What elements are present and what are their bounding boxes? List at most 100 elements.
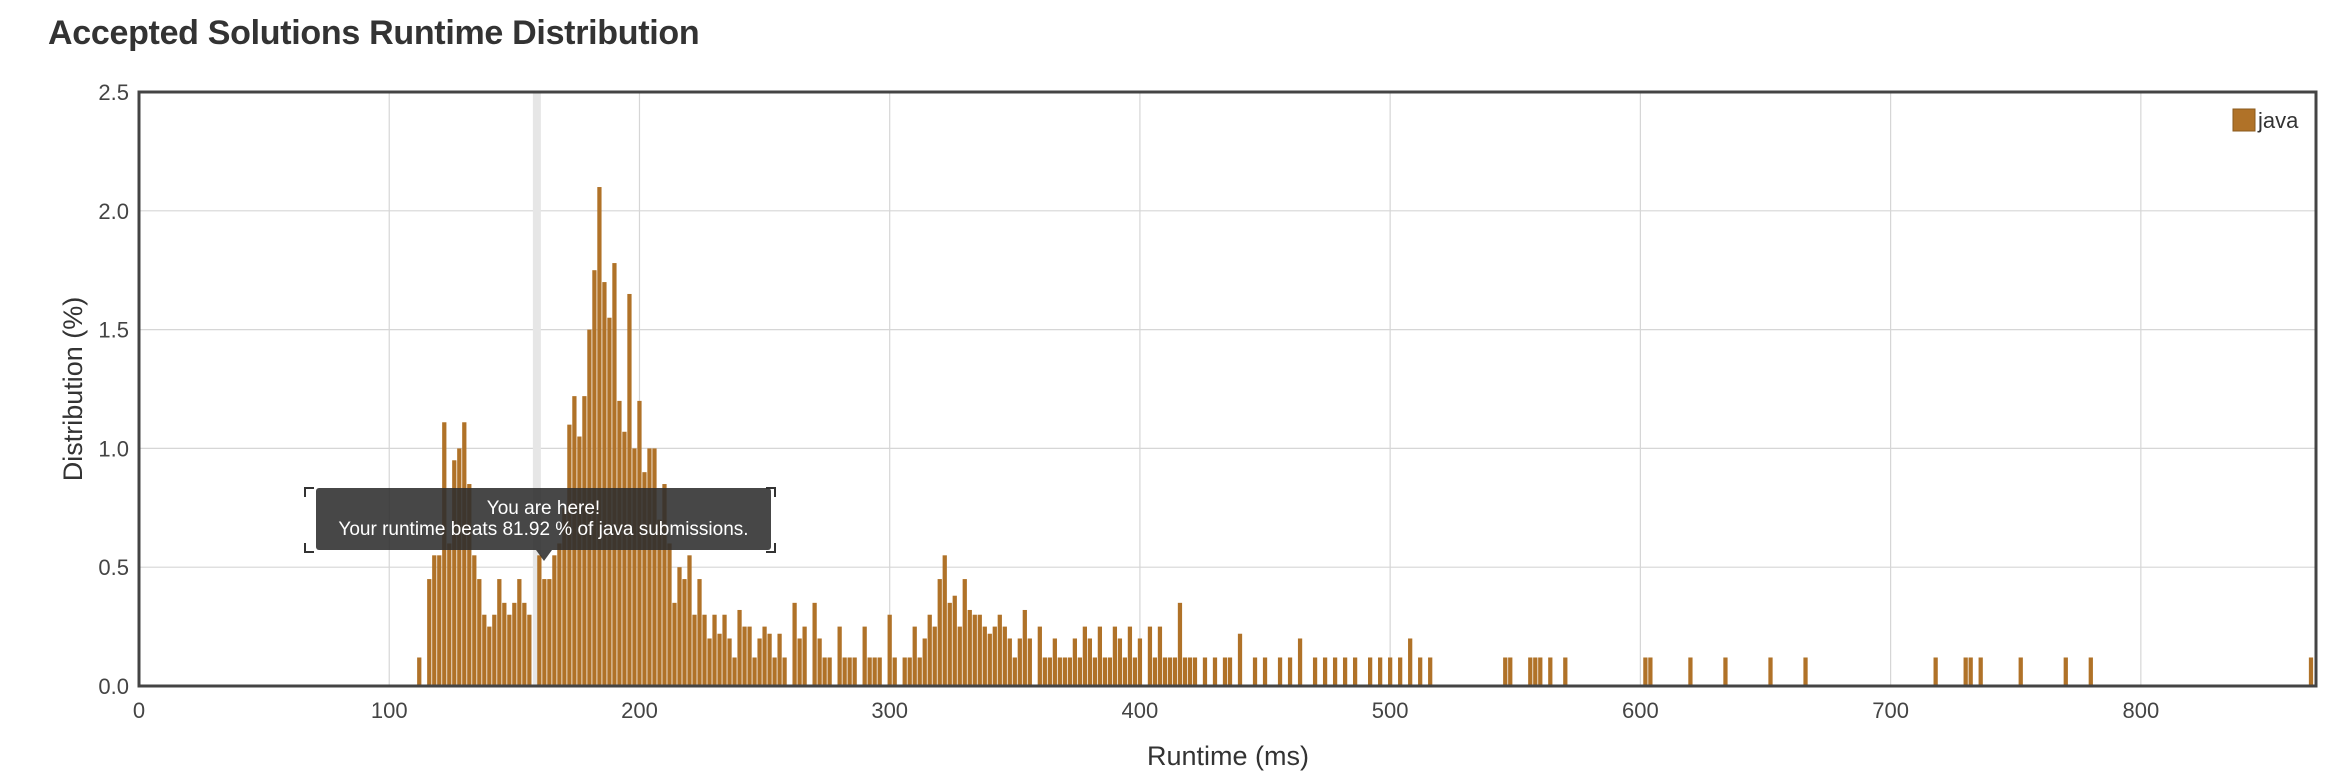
bar[interactable] <box>487 626 492 686</box>
bar[interactable] <box>912 626 917 686</box>
bar[interactable] <box>872 657 877 686</box>
bar[interactable] <box>957 626 962 686</box>
bar[interactable] <box>427 579 432 686</box>
bar[interactable] <box>432 555 437 686</box>
bar[interactable] <box>747 626 752 686</box>
bar[interactable] <box>1237 633 1243 686</box>
bar[interactable] <box>447 543 452 686</box>
bar[interactable] <box>567 424 572 686</box>
bar[interactable] <box>1222 657 1228 686</box>
bar[interactable] <box>482 614 487 686</box>
bar[interactable] <box>947 602 952 686</box>
bar[interactable] <box>1002 626 1007 686</box>
bar[interactable] <box>987 633 992 686</box>
bar[interactable] <box>1057 657 1062 686</box>
bar[interactable] <box>1132 657 1138 686</box>
bar[interactable] <box>822 657 827 686</box>
bar[interactable] <box>877 657 882 686</box>
bar[interactable] <box>887 614 892 686</box>
bar[interactable] <box>527 614 532 686</box>
bar[interactable] <box>992 626 997 686</box>
bar[interactable] <box>1062 657 1067 686</box>
bar[interactable] <box>1187 657 1193 686</box>
bar[interactable] <box>1022 609 1027 686</box>
bar[interactable] <box>647 448 652 686</box>
bar[interactable] <box>517 579 522 686</box>
bar[interactable] <box>1322 657 1328 686</box>
bar[interactable] <box>797 638 802 686</box>
bar[interactable] <box>1092 657 1098 686</box>
bar[interactable] <box>752 657 757 686</box>
bar[interactable] <box>1152 657 1158 686</box>
bar[interactable] <box>562 507 567 686</box>
bar[interactable] <box>1117 638 1123 686</box>
bar[interactable] <box>717 633 722 686</box>
bar[interactable] <box>552 555 557 686</box>
bar[interactable] <box>1177 602 1183 686</box>
bar[interactable] <box>1418 657 1423 686</box>
bar[interactable] <box>1428 657 1433 686</box>
bar[interactable] <box>1312 657 1318 686</box>
bar[interactable] <box>1332 657 1338 686</box>
bar[interactable] <box>437 555 442 686</box>
bar[interactable] <box>417 657 422 686</box>
bar[interactable] <box>652 448 657 686</box>
bar[interactable] <box>732 657 737 686</box>
bar[interactable] <box>892 657 897 686</box>
bar[interactable] <box>762 626 767 686</box>
bar[interactable] <box>937 579 942 686</box>
bar[interactable] <box>1122 657 1128 686</box>
bar[interactable] <box>817 638 822 686</box>
bar[interactable] <box>1968 657 1973 686</box>
bar[interactable] <box>1172 657 1178 686</box>
bar[interactable] <box>982 626 987 686</box>
bar[interactable] <box>1017 638 1022 686</box>
bar[interactable] <box>682 579 687 686</box>
bar[interactable] <box>942 555 947 686</box>
bar[interactable] <box>457 448 462 686</box>
bar[interactable] <box>622 431 627 686</box>
bar[interactable] <box>1538 657 1543 686</box>
bar[interactable] <box>997 614 1002 686</box>
bar[interactable] <box>1648 657 1653 686</box>
bar[interactable] <box>1768 657 1773 686</box>
bar[interactable] <box>697 579 702 686</box>
bar[interactable] <box>602 282 607 686</box>
bar[interactable] <box>1052 638 1057 686</box>
bar[interactable] <box>742 626 747 686</box>
bar[interactable] <box>597 187 602 687</box>
bar[interactable] <box>462 422 467 686</box>
bar[interactable] <box>2088 657 2093 686</box>
bar[interactable] <box>1533 657 1538 686</box>
bar[interactable] <box>1287 657 1293 686</box>
bar[interactable] <box>722 614 727 686</box>
bar[interactable] <box>1688 657 1693 686</box>
bar[interactable] <box>507 614 512 686</box>
bar[interactable] <box>692 614 697 686</box>
bar[interactable] <box>497 579 502 686</box>
bar[interactable] <box>1212 657 1218 686</box>
bar[interactable] <box>1342 657 1348 686</box>
bar[interactable] <box>1147 626 1153 686</box>
bar[interactable] <box>767 633 772 686</box>
bar[interactable] <box>737 609 742 686</box>
bar[interactable] <box>2063 657 2068 686</box>
bar[interactable] <box>1192 657 1198 686</box>
bar[interactable] <box>1933 657 1938 686</box>
bar[interactable] <box>687 555 692 686</box>
bar[interactable] <box>557 543 562 686</box>
bar[interactable] <box>1262 657 1268 686</box>
bar[interactable] <box>512 602 517 686</box>
bar[interactable] <box>1723 657 1728 686</box>
bar[interactable] <box>792 602 797 686</box>
bar[interactable] <box>452 460 457 686</box>
bar[interactable] <box>592 270 597 686</box>
bar[interactable] <box>1352 657 1358 686</box>
bar[interactable] <box>1182 657 1188 686</box>
bar[interactable] <box>472 555 477 686</box>
bar[interactable] <box>1167 657 1173 686</box>
bar[interactable] <box>1072 638 1077 686</box>
bar[interactable] <box>577 436 582 686</box>
bar[interactable] <box>1963 657 1968 686</box>
bar[interactable] <box>967 609 972 686</box>
